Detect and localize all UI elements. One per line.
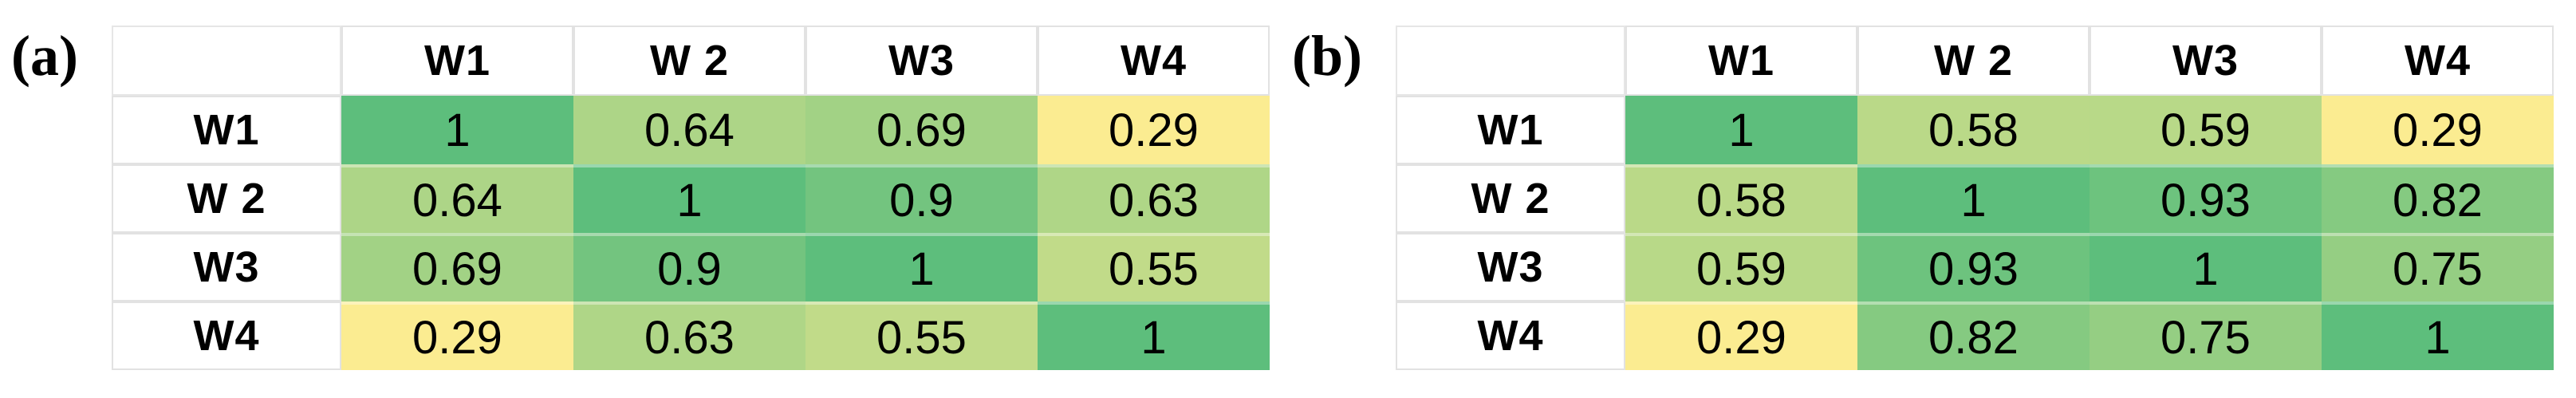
matrix-cell: 1 xyxy=(2322,301,2554,370)
matrix-cell: 0.29 xyxy=(341,301,573,370)
matrix-cell: 0.69 xyxy=(805,96,1038,164)
matrix-cell: 0.59 xyxy=(2090,96,2322,164)
column-header: W3 xyxy=(805,26,1038,96)
matrix-cell: 0.9 xyxy=(805,164,1038,233)
matrix-cell: 1 xyxy=(1038,301,1270,370)
matrix-cell: 1 xyxy=(2090,233,2322,301)
column-header: W 2 xyxy=(573,26,805,96)
matrix-cell: 0.55 xyxy=(1038,233,1270,301)
matrix-cell: 1 xyxy=(341,96,573,164)
matrix-cell: 0.9 xyxy=(573,233,805,301)
row-header: W4 xyxy=(112,301,341,370)
matrix-cell: 0.64 xyxy=(573,96,805,164)
column-header: W3 xyxy=(2090,26,2322,96)
matrix-cell: 0.55 xyxy=(805,301,1038,370)
row-header: W3 xyxy=(1396,233,1625,301)
column-header: W1 xyxy=(1625,26,1857,96)
matrix-cell: 1 xyxy=(573,164,805,233)
panel-b-label: (b) xyxy=(1292,24,1362,88)
matrix-cell: 0.29 xyxy=(2322,96,2554,164)
matrix-cell: 0.69 xyxy=(341,233,573,301)
matrix-cell: 0.82 xyxy=(2322,164,2554,233)
corner-cell xyxy=(112,26,341,96)
correlation-matrix-b: W1 W 2 W3 W4 W1 1 0.58 0.59 0.29 W 2 0.58 1 0.93 0.82… xyxy=(1396,26,2554,370)
corner-cell xyxy=(1396,26,1625,96)
row-header: W1 xyxy=(112,96,341,164)
matrix-cell: 0.59 xyxy=(1625,233,1857,301)
column-header: W4 xyxy=(1038,26,1270,96)
matrix-cell: 0.63 xyxy=(573,301,805,370)
row-header: W4 xyxy=(1396,301,1625,370)
column-header: W4 xyxy=(2322,26,2554,96)
row-header: W 2 xyxy=(112,164,341,233)
column-header: W 2 xyxy=(1857,26,2090,96)
row-header: W3 xyxy=(112,233,341,301)
row-header: W 2 xyxy=(1396,164,1625,233)
matrix-cell: 0.93 xyxy=(2090,164,2322,233)
matrix-cell: 0.75 xyxy=(2322,233,2554,301)
panel-a-label: (a) xyxy=(11,24,78,88)
matrix-cell: 1 xyxy=(1625,96,1857,164)
correlation-matrix-a: W1 W 2 W3 W4 W1 1 0.64 0.69 0.29 W 2 0.64 1 0.9 0.63 W… xyxy=(112,26,1270,370)
matrix-cell: 0.29 xyxy=(1625,301,1857,370)
matrix-cell: 0.29 xyxy=(1038,96,1270,164)
row-header: W1 xyxy=(1396,96,1625,164)
matrix-cell: 0.63 xyxy=(1038,164,1270,233)
matrix-cell: 1 xyxy=(1857,164,2090,233)
matrix-cell: 0.82 xyxy=(1857,301,2090,370)
matrix-cell: 0.58 xyxy=(1625,164,1857,233)
matrix-cell: 1 xyxy=(805,233,1038,301)
column-header: W1 xyxy=(341,26,573,96)
matrix-cell: 0.93 xyxy=(1857,233,2090,301)
matrix-cell: 0.64 xyxy=(341,164,573,233)
matrix-cell: 0.58 xyxy=(1857,96,2090,164)
matrix-cell: 0.75 xyxy=(2090,301,2322,370)
